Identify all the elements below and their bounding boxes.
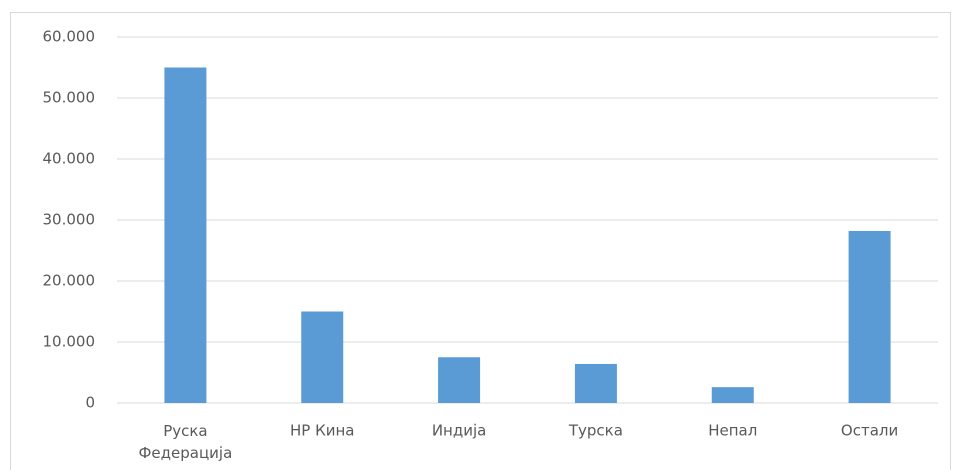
x-tick-label: Индија <box>432 422 487 440</box>
bar <box>438 357 481 403</box>
bar <box>301 311 344 403</box>
x-tick-label: Руска Федерација <box>139 422 233 462</box>
x-tick-label: НР Кина <box>290 422 355 440</box>
y-tick-label: 10.000 <box>43 333 96 351</box>
y-tick-label: 30.000 <box>43 211 96 229</box>
y-tick-label: 0 <box>85 394 95 412</box>
chart-frame <box>10 12 951 470</box>
y-tick-label: 60.000 <box>43 28 96 46</box>
x-tick-label: Непал <box>708 422 757 440</box>
x-tick-label-line: Руска <box>163 422 207 440</box>
x-tick-label: Остали <box>841 422 898 440</box>
y-tick-label: 50.000 <box>43 89 96 107</box>
bar <box>711 387 754 403</box>
x-tick-label: Турска <box>568 422 623 440</box>
y-tick-label: 20.000 <box>43 272 96 290</box>
x-tick-label-line: Федерација <box>139 444 233 462</box>
bar <box>848 230 891 403</box>
bar <box>574 363 617 403</box>
bar <box>164 67 207 403</box>
y-tick-label: 40.000 <box>43 150 96 168</box>
